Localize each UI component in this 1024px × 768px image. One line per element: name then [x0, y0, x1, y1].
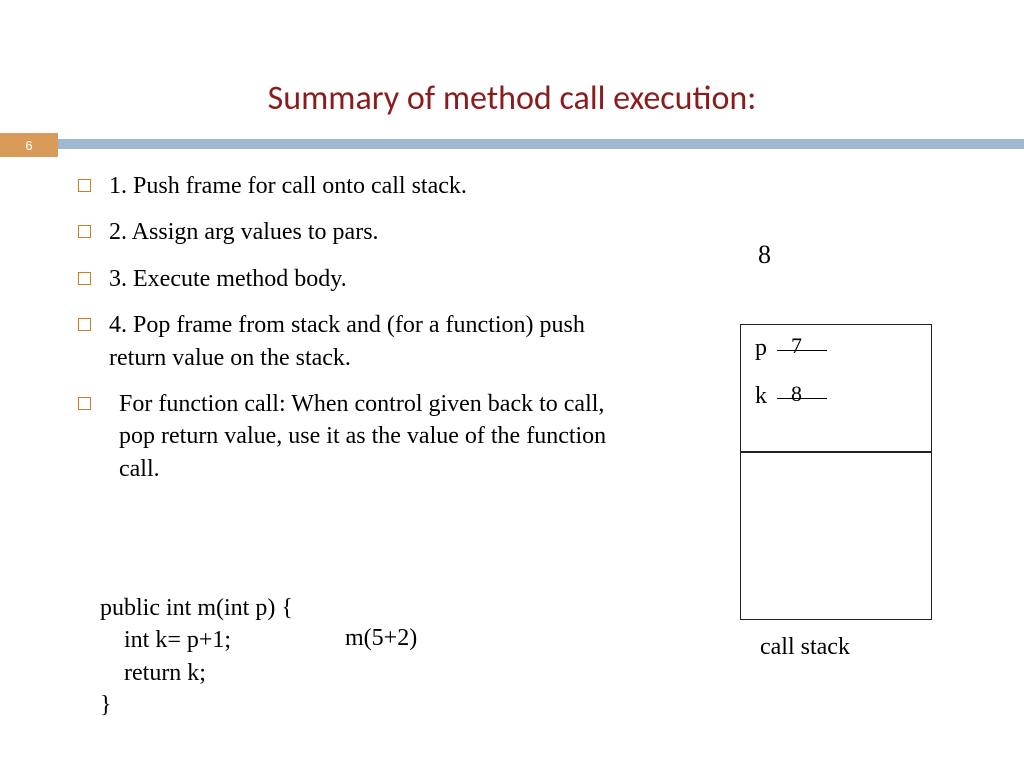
- frame-var-row: p 7: [755, 335, 917, 383]
- call-expression: m(5+2): [345, 625, 417, 652]
- code-snippet: public int m(int p) { int k= p+1; return…: [100, 592, 293, 722]
- square-bullet-icon: [78, 225, 91, 238]
- code-line: public int m(int p) {: [100, 592, 293, 624]
- square-bullet-icon: [78, 397, 91, 410]
- slide: Summary of method call execution: 6 1. P…: [0, 0, 1024, 768]
- list-item: For function call: When control given ba…: [78, 388, 608, 485]
- list-item-text: 3. Execute method body.: [109, 263, 608, 295]
- list-item-text: For function call: When control given ba…: [109, 388, 608, 485]
- list-item: 3. Execute method body.: [78, 263, 608, 295]
- list-item: 4. Pop frame from stack and (for a funct…: [78, 309, 608, 374]
- square-bullet-icon: [78, 179, 91, 192]
- bullet-list: 1. Push frame for call onto call stack. …: [78, 170, 608, 499]
- header-accent-bar: [58, 139, 1024, 149]
- list-item-text: 4. Pop frame from stack and (for a funct…: [109, 309, 608, 374]
- code-line: int k= p+1;: [100, 624, 293, 656]
- stack-frame-box: p 7 k 8: [740, 324, 932, 452]
- code-line: return k;: [100, 657, 293, 689]
- underline: [777, 398, 827, 399]
- var-label: k: [755, 383, 767, 410]
- return-value: 8: [758, 240, 771, 270]
- slide-title: Summary of method call execution:: [0, 0, 1024, 133]
- list-item-text: 2. Assign arg values to pars.: [109, 216, 608, 248]
- stack-empty-box: [740, 452, 932, 620]
- var-value: 8: [791, 381, 802, 407]
- list-item: 1. Push frame for call onto call stack.: [78, 170, 608, 202]
- slide-number-badge: 6: [0, 133, 58, 157]
- var-value: 7: [791, 333, 802, 359]
- header-bar: 6: [0, 133, 1024, 157]
- square-bullet-icon: [78, 272, 91, 285]
- var-label: p: [755, 335, 767, 362]
- frame-var-row: k 8: [755, 383, 917, 431]
- underline: [777, 350, 827, 351]
- code-line: }: [100, 689, 293, 721]
- stack-label: call stack: [760, 634, 850, 661]
- square-bullet-icon: [78, 318, 91, 331]
- list-item-text: 1. Push frame for call onto call stack.: [109, 170, 608, 202]
- list-item: 2. Assign arg values to pars.: [78, 216, 608, 248]
